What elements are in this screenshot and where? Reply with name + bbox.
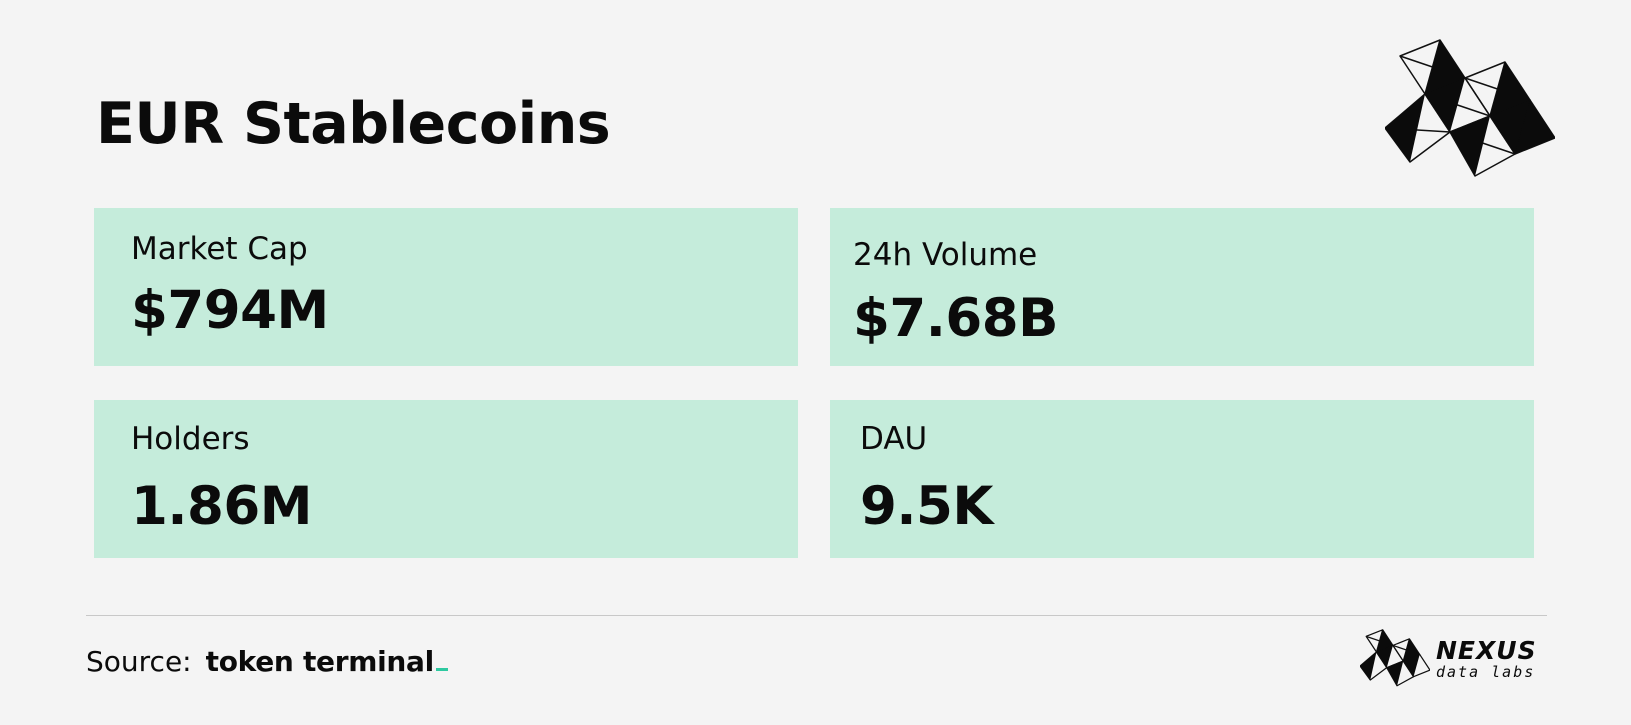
source-label: Source: (86, 645, 192, 678)
metric-label: Holders (131, 421, 250, 457)
metric-label: Market Cap (131, 231, 308, 267)
metric-card-24h-volume: 24h Volume $7.68B (830, 208, 1534, 366)
brand-name: NEXUS (1436, 636, 1537, 665)
metric-value: $7.68B (853, 288, 1059, 349)
page-title: EUR Stablecoins (96, 91, 611, 157)
footer-brand-logo: NEXUS data labs (1360, 628, 1537, 690)
nexus-geometric-logo-icon (1360, 629, 1430, 687)
cursor-underscore-icon (435, 668, 448, 671)
brand-subtitle: data labs (1436, 663, 1536, 681)
source-brand: token terminal (206, 645, 448, 679)
metric-value: 9.5K (860, 476, 993, 537)
source-credit: Source: token terminal (86, 645, 448, 679)
nexus-geometric-logo-icon (1385, 39, 1555, 177)
metric-card-market-cap: Market Cap $794M (94, 208, 798, 366)
metric-label: 24h Volume (853, 237, 1038, 273)
metric-card-dau: DAU 9.5K (830, 400, 1534, 558)
metric-value: 1.86M (131, 476, 313, 537)
metric-label: DAU (860, 421, 928, 457)
metric-card-holders: Holders 1.86M (94, 400, 798, 558)
footer-divider (86, 615, 1547, 616)
brand-wordmark: NEXUS data labs (1436, 638, 1537, 680)
source-brand-text: token terminal (205, 645, 435, 678)
metric-value: $794M (131, 280, 329, 341)
